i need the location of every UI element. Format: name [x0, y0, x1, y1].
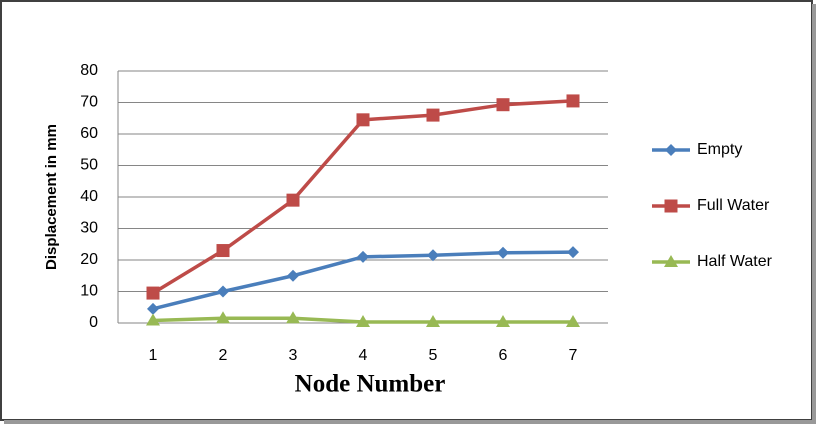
marker: [286, 193, 300, 207]
legend-marker: [664, 199, 678, 213]
marker: [146, 286, 160, 300]
frame-shadow: [812, 4, 816, 424]
marker: [146, 313, 160, 326]
marker: [426, 315, 440, 328]
marker: [286, 311, 300, 324]
y-axis-title: Displacement in mm: [43, 124, 60, 270]
x-tick-label: 5: [429, 347, 438, 364]
marker: [356, 315, 370, 328]
y-tick-label: 80: [80, 62, 98, 79]
marker: [357, 250, 369, 263]
marker: [216, 311, 230, 324]
legend-marker: [664, 255, 678, 267]
y-tick-label: 20: [80, 251, 98, 268]
marker: [216, 244, 230, 258]
marker: [427, 249, 439, 262]
marker: [287, 269, 299, 282]
legend-marker: [665, 144, 677, 156]
marker: [567, 246, 579, 259]
marker: [496, 98, 510, 112]
marker: [147, 302, 159, 315]
marker: [496, 315, 510, 328]
y-tick-label: 40: [80, 188, 98, 205]
x-tick-label: 4: [359, 347, 368, 364]
x-tick-label: 1: [149, 347, 158, 364]
x-tick-label: 2: [219, 347, 228, 364]
y-tick-label: 60: [80, 125, 98, 142]
marker: [497, 246, 509, 259]
marker: [426, 108, 440, 122]
legend-label: Half Water: [697, 253, 773, 270]
legend-label: Empty: [697, 141, 742, 158]
marker: [356, 113, 370, 127]
marker: [566, 94, 580, 108]
y-tick-label: 10: [80, 283, 98, 300]
frame-shadow: [4, 420, 816, 424]
y-tick-label: 50: [80, 157, 98, 174]
x-tick-label: 7: [569, 347, 578, 364]
x-tick-label: 6: [499, 347, 508, 364]
y-tick-label: 70: [80, 94, 98, 111]
x-tick-label: 3: [289, 347, 298, 364]
y-tick-label: 30: [80, 220, 98, 237]
marker: [217, 285, 229, 298]
marker: [566, 315, 580, 328]
y-tick-label: 0: [89, 314, 98, 331]
x-axis-title: Node Number: [295, 371, 446, 398]
legend-label: Full Water: [697, 197, 770, 214]
